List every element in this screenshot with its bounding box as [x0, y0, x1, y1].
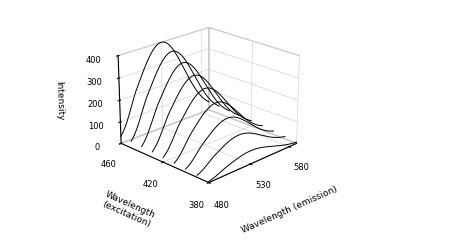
- Y-axis label: Wavelength
(excitation): Wavelength (excitation): [100, 190, 157, 229]
- X-axis label: Wavelength (emission): Wavelength (emission): [240, 184, 338, 235]
